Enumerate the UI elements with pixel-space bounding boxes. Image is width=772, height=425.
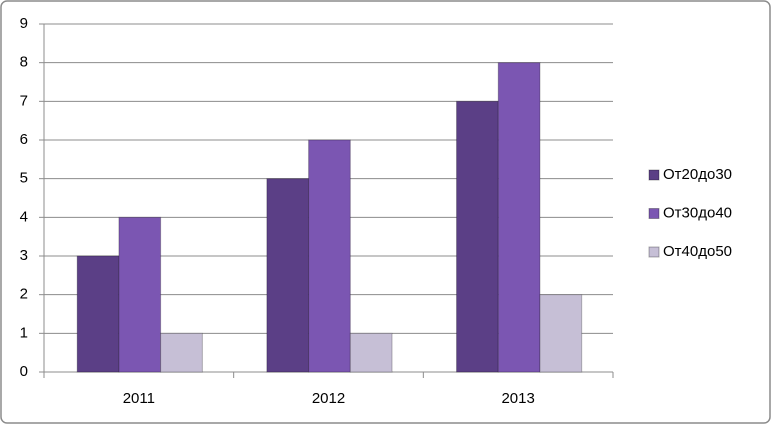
bar (497, 62, 541, 373)
bar (539, 294, 583, 373)
y-tick-label: 2 (20, 286, 28, 303)
y-tick-label: 5 (20, 170, 28, 187)
legend-label: От40до50 (663, 243, 732, 260)
y-tick-label: 1 (20, 324, 28, 341)
bar (456, 100, 499, 373)
y-tick-label: 4 (20, 208, 28, 225)
y-tick-label: 7 (20, 92, 28, 109)
legend-swatch (648, 246, 660, 258)
legend-label: От30до40 (663, 204, 732, 221)
legend-label: От20до30 (663, 166, 732, 183)
bar (76, 255, 120, 373)
bar (308, 139, 351, 373)
legend-swatch (648, 208, 660, 219)
y-tick-label: 8 (20, 54, 28, 71)
bar (349, 332, 393, 373)
x-tick-label: 2012 (312, 390, 345, 407)
bar (160, 332, 203, 373)
y-tick-label: 3 (20, 247, 28, 264)
x-tick-label: 2011 (123, 390, 155, 407)
legend-swatch (648, 169, 660, 181)
y-tick-label: 6 (20, 131, 28, 148)
bar (118, 216, 162, 373)
y-tick-label: 9 (20, 15, 28, 32)
x-tick-label: 2013 (501, 390, 534, 407)
y-tick-label: 0 (20, 363, 28, 380)
bar (266, 178, 310, 373)
